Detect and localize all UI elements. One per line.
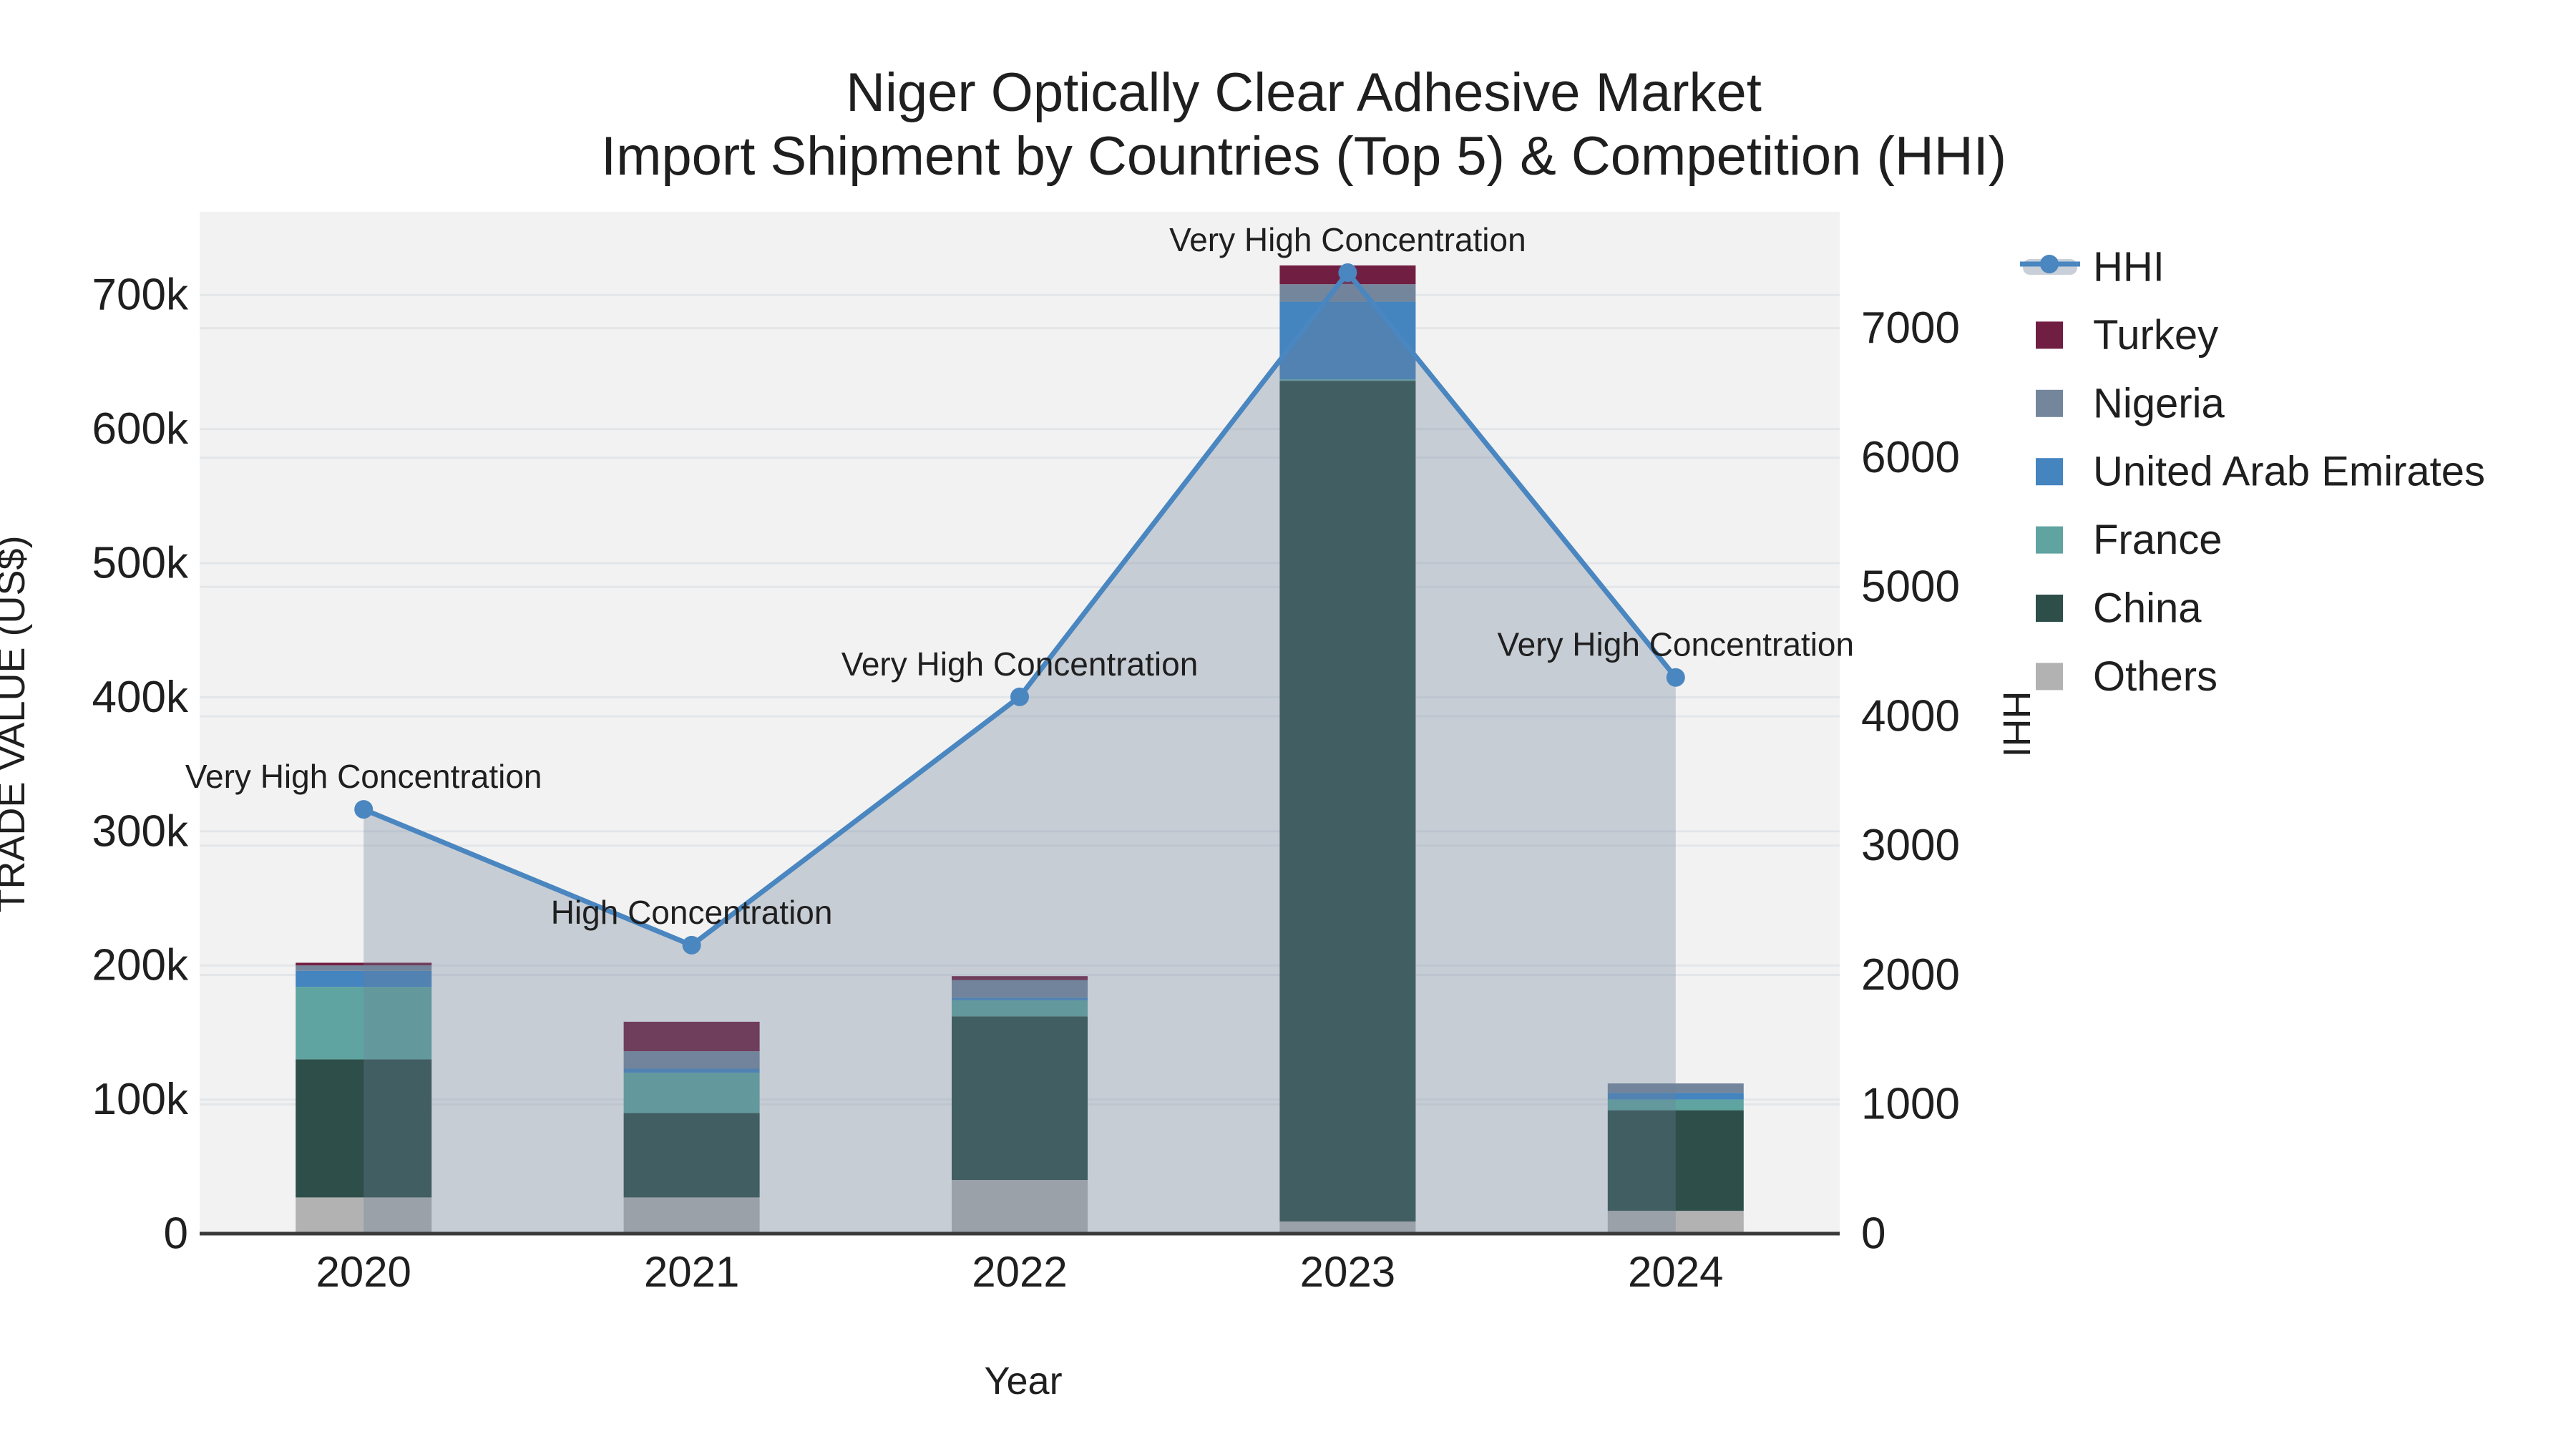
hhi-layer — [354, 263, 1685, 1234]
bar-2021-turkey[interactable] — [623, 1021, 760, 1052]
gridline-layer — [200, 293, 1840, 1106]
legend-hhi-marker-sample — [2040, 255, 2059, 273]
legend-label-france: France — [2093, 517, 2223, 563]
bar-2022-turkey[interactable] — [952, 976, 1088, 980]
bar-2020-france[interactable] — [296, 987, 432, 1060]
y-left-tick-600k: 600k — [92, 404, 189, 454]
legend-swatch-france — [2036, 526, 2063, 554]
y-right-tick-4000: 4000 — [1861, 691, 1960, 741]
hhi-marker-2024[interactable] — [1666, 668, 1685, 687]
y-right-tick-3000: 3000 — [1861, 821, 1960, 870]
bar-2023-nigeria[interactable] — [1279, 284, 1416, 302]
x-axis-title: Year — [984, 1360, 1062, 1402]
legend-label-hhi: HHI — [2093, 244, 2165, 291]
legend-swatch-united-arab-emirates — [2036, 458, 2063, 486]
legend-swatch-china — [2036, 595, 2063, 622]
axis-layer: 0 100k 200k 300k 400k 500k 600k 700k 0 1000 2000 30… — [92, 270, 1960, 1296]
legend-swatch-nigeria — [2036, 389, 2063, 417]
bar-2021-united-arab-emirates[interactable] — [623, 1068, 760, 1073]
legend-swatch-turkey — [2036, 321, 2063, 349]
y-left-tick-700k: 700k — [92, 270, 189, 320]
y-right-axis-title: HHI — [1995, 691, 2038, 758]
y-left-tick-500k: 500k — [92, 538, 189, 587]
hhi-marker-2020[interactable] — [354, 800, 374, 819]
y-right-tick-2000: 2000 — [1861, 950, 1960, 1000]
hhi-marker-2023[interactable] — [1338, 263, 1357, 282]
legend-label-others: Others — [2093, 653, 2218, 700]
bar-2024-france[interactable] — [1607, 1099, 1744, 1111]
y-left-tick-400k: 400k — [92, 673, 189, 722]
hhi-marker-2021[interactable] — [682, 935, 701, 955]
bar-2020-united-arab-emirates[interactable] — [296, 970, 432, 987]
annotations-layer: Very High Concentration High Concentratio… — [185, 221, 1854, 931]
legend-label-china: China — [2093, 585, 2202, 632]
bar-2020-china[interactable] — [296, 1059, 432, 1198]
legend-item-france[interactable]: France — [2036, 517, 2223, 563]
x-tick-2022: 2022 — [972, 1248, 1067, 1296]
chart-title-line1: Niger Optically Clear Adhesive Market — [846, 62, 1762, 123]
annotation-2021: High Concentration — [551, 894, 833, 931]
bar-2023-france[interactable] — [1279, 379, 1416, 381]
bar-2021-nigeria[interactable] — [623, 1051, 760, 1069]
legend-layer: HHI Turkey Nigeria United Arab Emirates Fran… — [2020, 244, 2485, 700]
bar-2021-france[interactable] — [623, 1073, 760, 1113]
bar-2022-others[interactable] — [952, 1180, 1088, 1234]
legend-item-turkey[interactable]: Turkey — [2036, 312, 2218, 358]
chart-title-line2: Import Shipment by Countries (Top 5) & C… — [601, 126, 2006, 187]
bar-2024-others[interactable] — [1607, 1211, 1744, 1234]
x-tick-2021: 2021 — [644, 1248, 739, 1296]
bar-2024-nigeria[interactable] — [1607, 1083, 1744, 1093]
legend-item-others[interactable]: Others — [2036, 653, 2218, 700]
bar-2020-others[interactable] — [296, 1197, 432, 1234]
annotation-2023: Very High Concentration — [1169, 221, 1526, 258]
y-left-axis-title: TRADE VALUE (US$) — [0, 535, 33, 912]
y-right-tick-5000: 5000 — [1861, 562, 1960, 612]
legend-label-turkey: Turkey — [2093, 312, 2218, 358]
bar-2020-turkey[interactable] — [296, 962, 432, 966]
bar-2023-others[interactable] — [1279, 1221, 1416, 1234]
legend-item-china[interactable]: China — [2036, 585, 2202, 632]
legend-item-united-arab-emirates[interactable]: United Arab Emirates — [2036, 449, 2485, 495]
y-left-tick-100k: 100k — [92, 1075, 189, 1124]
annotation-2020: Very High Concentration — [185, 758, 542, 795]
bar-2024-china[interactable] — [1607, 1110, 1744, 1211]
x-tick-2024: 2024 — [1628, 1248, 1723, 1296]
bar-2024-united-arab-emirates[interactable] — [1607, 1093, 1744, 1100]
bars-layer — [296, 265, 1744, 1234]
hhi-area — [364, 272, 1676, 1234]
bar-2023-united-arab-emirates[interactable] — [1279, 301, 1416, 380]
legend-swatch-others — [2036, 663, 2063, 691]
y-right-tick-0: 0 — [1861, 1209, 1885, 1259]
legend-label-united-arab-emirates: United Arab Emirates — [2093, 449, 2485, 495]
x-tick-2020: 2020 — [316, 1248, 411, 1296]
bar-2022-nigeria[interactable] — [952, 980, 1088, 998]
bar-2020-nigeria[interactable] — [296, 965, 432, 971]
annotation-2024: Very High Concentration — [1497, 626, 1854, 663]
legend-item-nigeria[interactable]: Nigeria — [2036, 380, 2225, 426]
bar-2021-others[interactable] — [623, 1197, 760, 1234]
y-left-tick-0: 0 — [164, 1209, 188, 1259]
y-left-tick-300k: 300k — [92, 806, 189, 856]
y-right-tick-1000: 1000 — [1861, 1080, 1960, 1129]
bar-2022-china[interactable] — [952, 1016, 1088, 1181]
legend-item-hhi[interactable]: HHI — [2020, 244, 2165, 291]
legend-label-nigeria: Nigeria — [2093, 380, 2225, 426]
y-right-tick-6000: 6000 — [1861, 433, 1960, 482]
bar-2023-china[interactable] — [1279, 381, 1416, 1222]
y-left-tick-200k: 200k — [92, 941, 189, 990]
bar-2022-france[interactable] — [952, 1000, 1088, 1017]
bar-2022-united-arab-emirates[interactable] — [952, 997, 1088, 1000]
bar-2021-china[interactable] — [623, 1113, 760, 1198]
y-right-tick-7000: 7000 — [1861, 303, 1960, 353]
x-tick-2023: 2023 — [1300, 1248, 1395, 1296]
hhi-marker-2022[interactable] — [1010, 687, 1029, 706]
annotation-2022: Very High Concentration — [841, 645, 1199, 683]
